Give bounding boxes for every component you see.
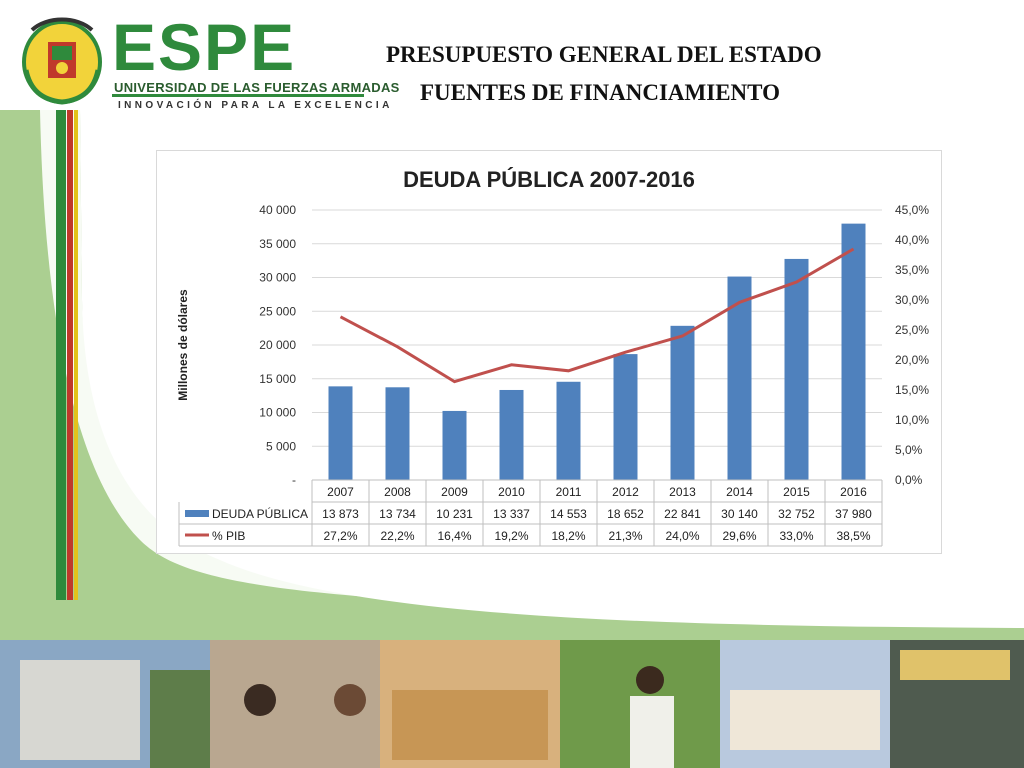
photo-collage (0, 640, 1024, 768)
data-label-pib: 33,0% (779, 529, 813, 543)
x-tick-label: 2011 (556, 485, 582, 499)
y2-tick-label: 5,0% (895, 443, 923, 457)
y2-tick-label: 45,0% (895, 203, 929, 217)
data-label-deuda: 18 652 (607, 507, 644, 521)
bar-deuda-2008 (385, 387, 410, 480)
bar-deuda-2007 (328, 386, 353, 480)
legend-key-deuda (185, 510, 209, 517)
x-tick-label: 2016 (840, 485, 867, 499)
data-label-pib: 21,3% (608, 529, 642, 543)
y2-tick-label: 10,0% (895, 413, 929, 427)
data-label-deuda: 22 841 (664, 507, 701, 521)
y-tick-label: 25 000 (259, 304, 296, 318)
y-axis-label: Millones de dólares (176, 289, 190, 401)
x-tick-label: 2015 (783, 485, 810, 499)
y2-tick-label: 20,0% (895, 353, 929, 367)
y-tick-label: 20 000 (259, 338, 296, 352)
data-label-pib: 38,5% (836, 529, 870, 543)
y2-tick-label: 0,0% (895, 473, 923, 487)
brand-name: ESPE (112, 10, 297, 84)
data-label-deuda: 32 752 (778, 507, 815, 521)
data-label-pib: 24,0% (665, 529, 699, 543)
x-tick-label: 2007 (327, 485, 354, 499)
y2-tick-label: 30,0% (895, 293, 929, 307)
x-tick-label: 2013 (669, 485, 696, 499)
bar-deuda-2014 (727, 276, 752, 480)
brand-rule (112, 94, 364, 97)
bar-deuda-2009 (442, 410, 467, 480)
slide-subtitle: FUENTES DE FINANCIAMIENTO (420, 80, 780, 105)
y-tick-label: 5 000 (266, 439, 296, 453)
line-pib (339, 247, 855, 384)
chart-title: DEUDA PÚBLICA 2007-2016 (403, 167, 695, 192)
data-label-deuda: 13 337 (493, 507, 530, 521)
data-label-pib: 19,2% (494, 529, 528, 543)
y2-tick-label: 25,0% (895, 323, 929, 337)
legend-label-pib: % PIB (212, 529, 245, 543)
y2-tick-label: 35,0% (895, 263, 929, 277)
y-tick-label: 40 000 (259, 203, 296, 217)
data-label-pib: 16,4% (437, 529, 471, 543)
x-tick-label: 2009 (441, 485, 468, 499)
brand-tagline: INNOVACIÓN PARA LA EXCELENCIA (118, 100, 393, 111)
y-tick-label: 30 000 (259, 271, 296, 285)
bar-deuda-2013 (670, 325, 695, 480)
slide-title: PRESUPUESTO GENERAL DEL ESTADO (386, 42, 822, 67)
y2-tick-label: 15,0% (895, 383, 929, 397)
data-label-pib: 29,6% (722, 529, 756, 543)
bar-deuda-2011 (556, 381, 581, 480)
legend-label-deuda: DEUDA PÚBLICA (212, 506, 308, 521)
crest-icon (22, 17, 102, 105)
data-label-deuda: 13 734 (379, 507, 416, 521)
y-tick-label: 35 000 (259, 237, 296, 251)
data-label-pib: 18,2% (551, 529, 585, 543)
green-stripe (56, 110, 66, 600)
data-label-deuda: 14 553 (550, 507, 587, 521)
data-label-deuda: 30 140 (721, 507, 758, 521)
data-label-pib: 22,2% (380, 529, 414, 543)
y-tick-label: - (292, 473, 296, 487)
y2-tick-label: 40,0% (895, 233, 929, 247)
bar-deuda-2016 (841, 223, 866, 480)
bar-deuda-2012 (613, 354, 638, 480)
green-swoosh (0, 110, 1024, 640)
x-tick-label: 2008 (384, 485, 411, 499)
y-tick-label: 15 000 (259, 372, 296, 386)
data-label-pib: 27,2% (323, 529, 357, 543)
x-tick-label: 2010 (498, 485, 525, 499)
x-tick-label: 2014 (726, 485, 753, 499)
x-tick-label: 2012 (612, 485, 639, 499)
bar-deuda-2015 (784, 258, 809, 480)
espe-logo (8, 8, 368, 118)
data-label-deuda: 13 873 (322, 507, 359, 521)
data-label-deuda: 37 980 (835, 507, 872, 521)
y-tick-label: 10 000 (259, 406, 296, 420)
yellow-stripe (74, 110, 78, 600)
debt-chart: DEUDA PÚBLICA 2007-2016 - 5 000 10 000 15 00… (176, 167, 929, 547)
red-stripe (67, 110, 73, 600)
chart-container: DEUDA PÚBLICA 2007-2016 - 5 000 10 000 15 00… (156, 150, 942, 554)
bar-deuda-2010 (499, 389, 524, 480)
brand-subtitle: UNIVERSIDAD DE LAS FUERZAS ARMADAS (114, 80, 400, 95)
data-label-deuda: 10 231 (436, 507, 473, 521)
